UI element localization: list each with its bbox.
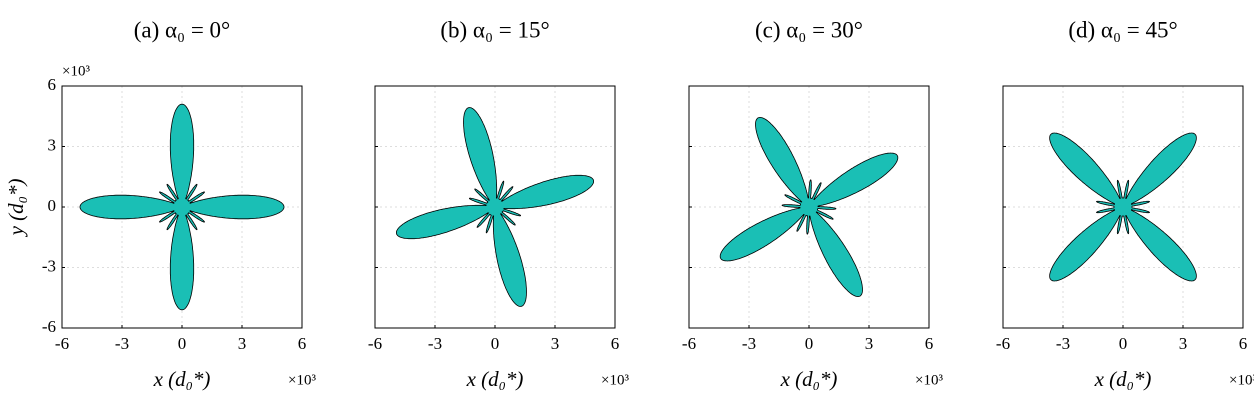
panel-title: (a) α₀ = 0° [134,17,231,42]
dendrite-shape [79,103,285,311]
x-tick-label: 3 [1179,334,1188,353]
panel-title: (b) α₀ = 15° [440,17,549,42]
x-multiplier: ×10³ [1229,372,1254,388]
dendrite-shape [719,117,899,298]
dendrite-shape [395,107,594,307]
x-tick-label: 3 [865,334,874,353]
x-tick-label: 3 [238,334,247,353]
x-tick-label: 6 [611,334,620,353]
x-axis-label: x (d₀*) [1094,367,1152,391]
panel-title: (d) α₀ = 45° [1068,17,1177,42]
x-multiplier: ×10³ [601,372,629,388]
x-tick-label: -3 [428,334,442,353]
y-tick-label: 3 [48,135,57,154]
axes-box [1002,85,1244,329]
y-multiplier: ×10³ [62,63,90,79]
x-tick-label: 6 [925,334,934,353]
x-tick-label: -3 [1056,334,1070,353]
dendrite-shape [1049,132,1197,282]
axes-box [688,85,930,329]
y-tick-label: 0 [48,196,57,215]
x-tick-label: 6 [298,334,307,353]
x-tick-label: -6 [55,334,69,353]
y-tick-label: -3 [42,256,56,275]
x-tick-label: 0 [805,334,814,353]
x-tick-label: 0 [178,334,187,353]
x-axis-label: x (d₀*) [153,367,211,391]
x-tick-label: 6 [1239,334,1248,353]
y-axis-label: y (d₀*) [4,179,28,238]
x-tick-label: -3 [115,334,129,353]
x-axis-label: x (d₀*) [466,367,524,391]
axes-box [374,85,616,329]
x-tick-label: -3 [742,334,756,353]
x-multiplier: ×10³ [288,372,316,388]
x-tick-label: -6 [368,334,382,353]
y-tick-label: -6 [42,317,56,336]
x-tick-label: 0 [1119,334,1128,353]
axes-box [61,85,303,329]
x-tick-label: -6 [682,334,696,353]
x-tick-label: -6 [996,334,1010,353]
x-tick-label: 3 [551,334,560,353]
x-axis-label: x (d₀*) [780,367,838,391]
panel-title: (c) α₀ = 30° [755,17,863,42]
y-tick-label: 6 [48,75,57,94]
x-multiplier: ×10³ [915,372,943,388]
x-tick-label: 0 [491,334,500,353]
